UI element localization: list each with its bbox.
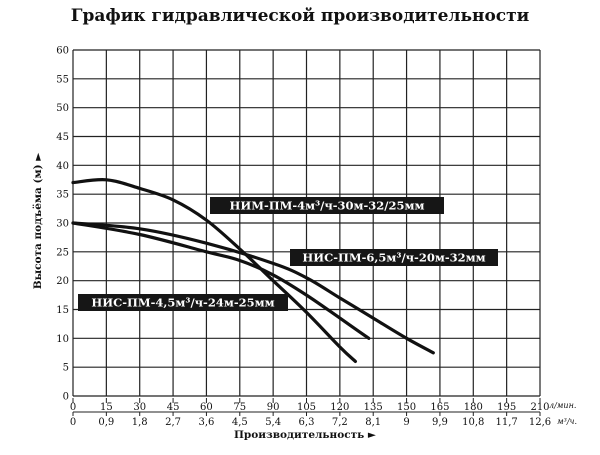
x-tick-label-lmin: 30: [133, 402, 146, 413]
x-tick-label-m3h: 7,2: [332, 417, 348, 428]
y-tick-label: 20: [56, 276, 69, 287]
x-tick-label-m3h: 3,6: [198, 417, 214, 428]
x-tick-label-lmin: 0: [70, 402, 76, 413]
series-label-box-2: [290, 249, 498, 266]
x-tick-label-m3h: 9,9: [432, 417, 448, 428]
series-labels: НИМ-ПМ-4м³/ч-30м-32/25мм НИС-ПМ-6,5м³/ч-2…: [78, 197, 498, 311]
x-tick-label-lmin: 60: [200, 402, 213, 413]
x-tick-label-lmin: 180: [464, 402, 483, 413]
y-tick-label: 35: [56, 190, 69, 201]
x-tick-label-m3h: 9: [403, 417, 409, 428]
x-tick-label-lmin: 15: [100, 402, 113, 413]
x-tick-label-m3h: 6,3: [299, 417, 315, 428]
x-tick-label-m3h: 5,4: [265, 417, 281, 428]
series-label-2: НИС-ПМ-6,5м³/ч-20м-32мм: [302, 251, 485, 265]
x-axis-label: Производительность ►: [234, 429, 377, 441]
x-tick-label-m3h: 8,1: [365, 417, 381, 428]
x-tick-label-lmin: 195: [497, 402, 516, 413]
x-tick-label-m3h: 0: [70, 417, 76, 428]
series-label-box-1: [210, 197, 444, 214]
y-tick-label: 15: [56, 305, 69, 316]
x-tick-label-m3h: 0,9: [98, 417, 114, 428]
series-line-3: [71, 221, 371, 340]
x-tick-label-lmin: 150: [397, 402, 416, 413]
x-tick-label-m3h: 4,5: [232, 417, 248, 428]
series-label-3: НИС-ПМ-4,5м³/ч-24м-25мм: [91, 296, 274, 310]
grid: [72, 49, 541, 416]
x-tick-label-m3h: 1,8: [132, 417, 148, 428]
chart-title: График гидравлической производительности: [70, 6, 530, 26]
series-line-2: [71, 221, 435, 355]
x-tick-label-m3h: 2,7: [165, 417, 181, 428]
y-tick-label: 10: [56, 334, 69, 345]
x-tick-label-lmin: 120: [330, 402, 349, 413]
y-tick-label: 45: [56, 132, 69, 143]
series-label-1: НИМ-ПМ-4м³/ч-30м-32/25мм: [230, 199, 425, 213]
tick-labels: 05101520253035404550556000150,9301,8452,…: [56, 46, 551, 429]
y-tick-label: 40: [56, 161, 69, 172]
y-tick-label: 0: [63, 392, 69, 403]
y-tick-label: 55: [56, 74, 69, 85]
curves: [71, 178, 435, 363]
y-tick-label: 30: [56, 219, 69, 230]
x-tick-label-lmin: 75: [233, 402, 246, 413]
x-unit-top: л/мин.: [549, 401, 576, 410]
y-tick-label: 60: [56, 46, 69, 57]
series-line-1: [71, 178, 357, 363]
x-tick-label-m3h: 10,8: [462, 417, 484, 428]
x-tick-label-lmin: 105: [297, 402, 316, 413]
y-tick-label: 5: [63, 363, 69, 374]
x-tick-label-lmin: 210: [530, 402, 549, 413]
x-tick-label-m3h: 11,7: [496, 417, 518, 428]
x-tick-label-lmin: 90: [267, 402, 280, 413]
y-axis-label: Высота подъёма (м) ►: [32, 152, 44, 289]
x-unit-bottom: м³/ч.: [557, 417, 577, 426]
y-tick-label: 50: [56, 103, 69, 114]
y-tick-label: 25: [56, 247, 69, 258]
x-tick-label-lmin: 165: [430, 402, 449, 413]
x-tick-label-lmin: 45: [167, 402, 180, 413]
x-tick-label-m3h: 12,6: [529, 417, 551, 428]
series-label-box-3: [78, 294, 288, 311]
x-tick-label-lmin: 135: [364, 402, 383, 413]
